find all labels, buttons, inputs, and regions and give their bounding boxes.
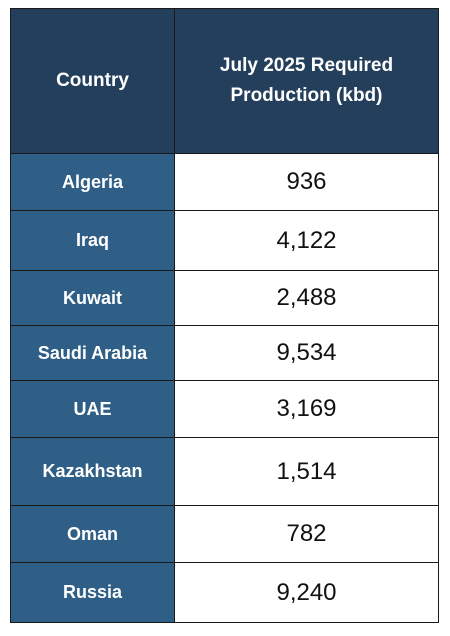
value-cell: 3,169: [174, 380, 439, 438]
table-body: Algeria 936 Iraq 4,122 Kuwait 2,488 Saudi Arab…: [10, 153, 439, 623]
header-cell: Country: [10, 8, 175, 154]
header-cell: July 2025 Required Production (kbd): [174, 8, 439, 154]
value-cell: 9,240: [174, 562, 439, 623]
value-cell: 4,122: [174, 210, 439, 271]
country-cell: Oman: [10, 505, 175, 563]
country-cell: Kazakhstan: [10, 437, 175, 506]
table-row: Iraq 4,122: [10, 210, 439, 271]
country-cell: Kuwait: [10, 270, 175, 326]
header-text: Country: [56, 70, 129, 91]
production-table: Country July 2025 Required Production (k…: [10, 8, 439, 623]
table-row: Algeria 936: [10, 153, 439, 211]
table-row: Oman 782: [10, 505, 439, 563]
table-row: Kuwait 2,488: [10, 270, 439, 326]
value-cell: 936: [174, 153, 439, 211]
value-cell: 9,534: [174, 325, 439, 381]
value-cell: 1,514: [174, 437, 439, 506]
country-cell: Russia: [10, 562, 175, 623]
country-cell: Iraq: [10, 210, 175, 271]
value-cell: 782: [174, 505, 439, 563]
table-row: Saudi Arabia 9,534: [10, 325, 439, 381]
country-cell: Saudi Arabia: [10, 325, 175, 381]
table-row: UAE 3,169: [10, 380, 439, 438]
header-text: July 2025 Required Production (kbd): [219, 55, 394, 106]
table-row: Kazakhstan 1,514: [10, 437, 439, 506]
table-row: Russia 9,240: [10, 562, 439, 623]
value-cell: 2,488: [174, 270, 439, 326]
country-cell: UAE: [10, 380, 175, 438]
country-cell: Algeria: [10, 153, 175, 211]
header-row: Country July 2025 Required Production (k…: [10, 8, 439, 154]
